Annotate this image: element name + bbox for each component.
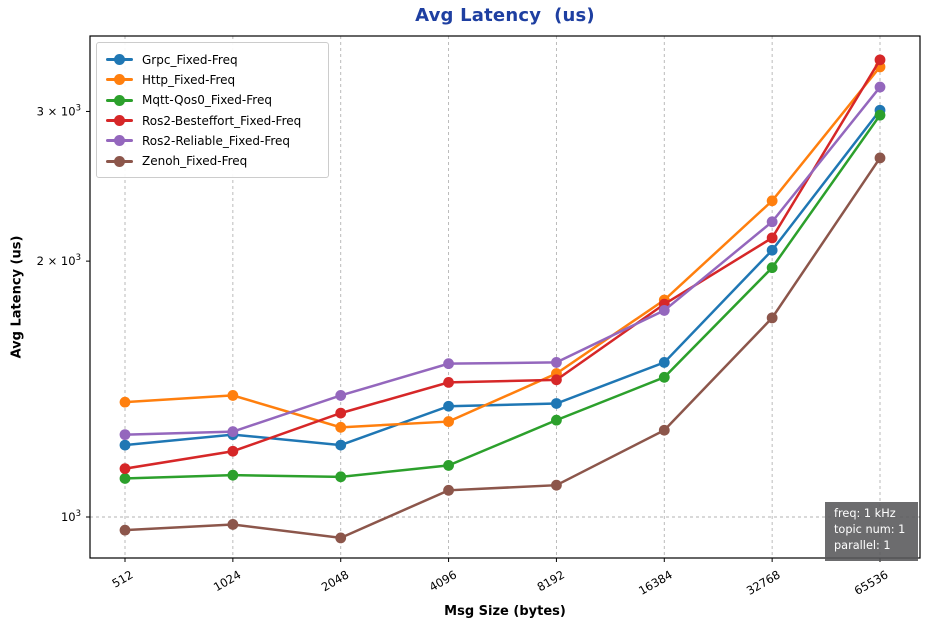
series-point-zenoh-fixed-freq bbox=[335, 532, 347, 544]
series-point-zenoh-fixed-freq bbox=[766, 312, 778, 324]
series-point-mqtt-qos0-fixed-freq bbox=[335, 471, 347, 483]
legend-item-http-fixed-freq: Http_Fixed-Freq bbox=[106, 70, 318, 89]
series-point-ros2-reliable-fixed-freq bbox=[335, 390, 347, 401]
chart-title: Avg Latency (us) bbox=[415, 5, 595, 26]
series-line-ros2-besteffort-fixed-freq bbox=[124, 59, 882, 470]
series-point-ros2-besteffort-fixed-freq bbox=[874, 54, 886, 66]
legend-item-zenoh-fixed-freq: Zenoh_Fixed-Freq bbox=[106, 151, 318, 170]
series-point-ros2-besteffort-fixed-freq bbox=[443, 376, 454, 388]
annotation-line-freq: freq: 1 kHz bbox=[834, 507, 896, 520]
x-tick-label: 8192 bbox=[535, 567, 567, 594]
x-tick-label: 65536 bbox=[852, 567, 891, 597]
series-point-zenoh-fixed-freq bbox=[443, 484, 454, 496]
series-point-http-fixed-freq bbox=[119, 396, 131, 408]
series-line-ros2-reliable-fixed-freq bbox=[124, 86, 881, 436]
series-point-grpc-fixed-freq bbox=[658, 357, 670, 368]
series-point-zenoh-fixed-freq bbox=[874, 152, 886, 164]
series-point-ros2-reliable-fixed-freq bbox=[551, 357, 562, 368]
x-tick-label: 4096 bbox=[427, 567, 459, 594]
series-point-ros2-reliable-fixed-freq bbox=[658, 305, 670, 316]
legend-box: Grpc_Fixed-Freq Http_Fixed-Freq Mqtt-Qos0_… bbox=[96, 42, 329, 178]
legend-label: Grpc_Fixed-Freq bbox=[142, 52, 238, 67]
y-tick-label: 3 × 103 bbox=[37, 103, 81, 118]
legend-marker-icon bbox=[106, 135, 133, 147]
annotation-line-topic-num: topic num: 1 bbox=[834, 523, 906, 537]
series-point-ros2-reliable-fixed-freq bbox=[766, 216, 778, 228]
x-tick-label: 16384 bbox=[636, 567, 675, 597]
series-point-grpc-fixed-freq bbox=[551, 398, 562, 409]
series-point-ros2-besteffort-fixed-freq bbox=[766, 232, 778, 244]
series-point-ros2-reliable-fixed-freq bbox=[443, 358, 454, 370]
series-point-mqtt-qos0-fixed-freq bbox=[874, 109, 886, 121]
series-line-zenoh-fixed-freq bbox=[124, 157, 882, 540]
series-line-http-fixed-freq bbox=[124, 66, 881, 429]
series-point-mqtt-qos0-fixed-freq bbox=[766, 262, 778, 274]
series-point-zenoh-fixed-freq bbox=[551, 479, 562, 491]
legend-label: Zenoh_Fixed-Freq bbox=[142, 154, 248, 169]
y-tick-label: 2 × 103 bbox=[37, 253, 81, 268]
series-point-ros2-reliable-fixed-freq bbox=[874, 81, 886, 93]
series-point-grpc-fixed-freq bbox=[443, 400, 454, 412]
legend-item-ros2-besteffort-fixed-freq: Ros2-Besteffort_Fixed-Freq bbox=[106, 111, 318, 130]
series-point-mqtt-qos0-fixed-freq bbox=[658, 371, 670, 383]
legend-item-ros2-reliable-fixed-freq: Ros2-Reliable_Fixed-Freq bbox=[106, 131, 318, 150]
legend-item-mqtt-qos0-fixed-freq: Mqtt-Qos0_Fixed-Freq bbox=[106, 91, 318, 110]
series-point-ros2-reliable-fixed-freq bbox=[227, 426, 239, 438]
series-point-ros2-reliable-fixed-freq bbox=[119, 429, 131, 441]
y-tick-label: 103 bbox=[61, 509, 81, 524]
legend-marker-icon bbox=[106, 115, 133, 127]
series-point-mqtt-qos0-fixed-freq bbox=[551, 414, 562, 426]
series-point-ros2-besteffort-fixed-freq bbox=[119, 463, 131, 475]
series-point-ros2-besteffort-fixed-freq bbox=[551, 374, 562, 386]
series-point-http-fixed-freq bbox=[443, 416, 454, 427]
series-line-grpc-fixed-freq bbox=[124, 109, 881, 447]
x-tick-label: 2048 bbox=[319, 567, 351, 594]
x-tick-label: 512 bbox=[109, 567, 135, 590]
legend-marker-icon bbox=[106, 155, 133, 167]
legend-marker-icon bbox=[106, 54, 133, 66]
legend-item-grpc-fixed-freq: Grpc_Fixed-Freq bbox=[106, 50, 318, 69]
legend-label: Ros2-Reliable_Fixed-Freq bbox=[142, 133, 291, 148]
series-point-http-fixed-freq bbox=[227, 390, 239, 401]
series-point-grpc-fixed-freq bbox=[335, 439, 347, 451]
annotation-line-parallel: parallel: 1 bbox=[834, 539, 891, 553]
series-point-ros2-besteffort-fixed-freq bbox=[335, 407, 347, 419]
legend-marker-icon bbox=[106, 94, 133, 106]
series-point-zenoh-fixed-freq bbox=[227, 519, 239, 530]
x-tick-label: 32768 bbox=[744, 567, 783, 597]
series-point-grpc-fixed-freq bbox=[766, 244, 778, 256]
series-point-mqtt-qos0-fixed-freq bbox=[443, 460, 454, 471]
series-point-zenoh-fixed-freq bbox=[658, 424, 670, 436]
legend-marker-icon bbox=[106, 74, 133, 86]
series-point-http-fixed-freq bbox=[335, 421, 347, 433]
legend-label: Http_Fixed-Freq bbox=[142, 72, 236, 87]
series-point-mqtt-qos0-fixed-freq bbox=[119, 473, 131, 484]
legend-label: Ros2-Besteffort_Fixed-Freq bbox=[142, 113, 302, 128]
series-point-ros2-besteffort-fixed-freq bbox=[227, 445, 239, 457]
plot-frame bbox=[89, 35, 921, 559]
series-line-mqtt-qos0-fixed-freq bbox=[124, 114, 882, 480]
series-point-http-fixed-freq bbox=[766, 195, 778, 207]
legend-label: Mqtt-Qos0_Fixed-Freq bbox=[142, 93, 272, 108]
x-tick-label: 1024 bbox=[211, 567, 243, 594]
series-point-grpc-fixed-freq bbox=[119, 439, 131, 451]
x-axis-label: Msg Size (bytes) bbox=[444, 604, 566, 619]
annotation-box: freq: 1 kHz topic num: 1 parallel: 1 bbox=[825, 502, 918, 561]
series-point-zenoh-fixed-freq bbox=[119, 524, 131, 536]
series-point-mqtt-qos0-fixed-freq bbox=[227, 469, 239, 481]
